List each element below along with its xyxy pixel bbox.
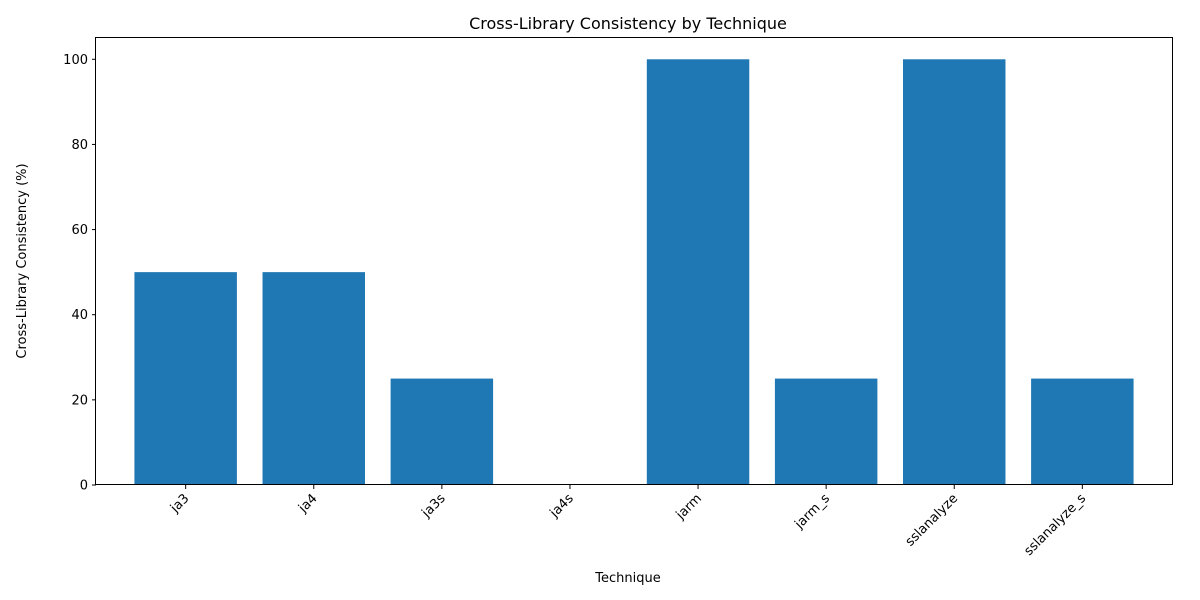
plot-area-frame xyxy=(95,37,1173,485)
chart-title: Cross-Library Consistency by Technique xyxy=(469,14,787,33)
x-axis-label: Technique xyxy=(594,571,660,586)
bar-ja3 xyxy=(134,272,237,485)
y-tick-label: 40 xyxy=(71,308,88,323)
y-axis-label: Cross-Library Consistency (%) xyxy=(15,163,30,358)
bar-ja3s xyxy=(390,378,494,485)
bar-jarm_s xyxy=(774,378,878,485)
bars xyxy=(134,59,1134,486)
bar-sslanalyze_s xyxy=(1031,378,1134,485)
y-tick-label: 60 xyxy=(71,223,88,238)
y-tick-label: 0 xyxy=(80,479,88,494)
y-axis-ticks: 0 20 40 60 80 100 xyxy=(63,53,96,494)
bar-ja4 xyxy=(262,272,365,485)
y-tick-label: 100 xyxy=(63,53,88,68)
y-tick-label: 20 xyxy=(71,393,88,408)
y-tick-label: 80 xyxy=(71,138,88,153)
bar-sslanalyze xyxy=(903,59,1006,486)
bar-jarm xyxy=(646,59,750,486)
